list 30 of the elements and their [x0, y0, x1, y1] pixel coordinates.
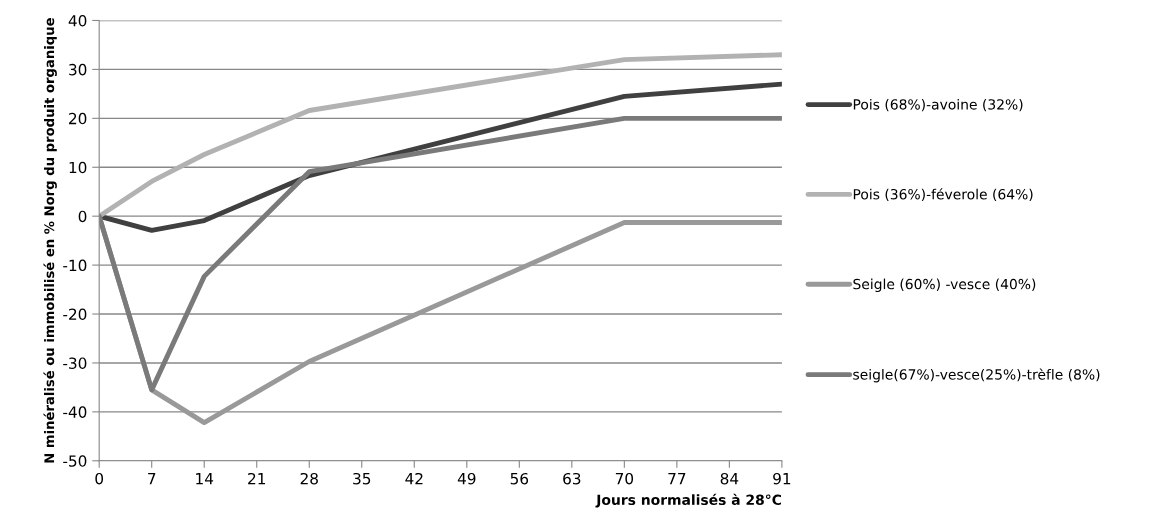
x-tick-label: 70	[615, 472, 634, 485]
y-tick-label: 0	[78, 210, 87, 223]
legend-label: Pois (68%)-avoine (32%)	[853, 98, 1023, 112]
x-tick-label: 49	[457, 472, 476, 485]
y-tick-label: -20	[63, 308, 87, 321]
x-tick-label: 14	[196, 473, 214, 485]
x-tick-label: 56	[510, 472, 529, 485]
y-tick-label: 20	[69, 112, 87, 125]
y-tick-label: -50	[63, 455, 87, 467]
x-tick-label: 42	[405, 472, 423, 485]
y-tick-label: -10	[63, 259, 87, 272]
legend-label: seigle(67%)-vesce(25%)-trèfle (8%)	[853, 368, 1100, 383]
legend-label: Pois (36%)-féverole (64%)	[853, 188, 1033, 202]
y-tick-label: 30	[69, 63, 87, 76]
y-tick-label: -30	[63, 357, 87, 369]
legend-label: Seigle (60%) -vesce (40%)	[853, 278, 1036, 292]
x-tick-label: 84	[720, 472, 739, 485]
x-tick-label: 91	[773, 472, 791, 485]
x-tick-label: 28	[300, 472, 318, 485]
x-tick-label: 35	[353, 472, 371, 485]
y-tick-label: 40	[68, 14, 87, 27]
y-tick-label: 10	[69, 161, 87, 174]
x-tick-label: 0	[95, 472, 104, 485]
x-tick-label: 77	[668, 473, 686, 485]
y-tick-label: -40	[63, 406, 87, 418]
x-tick-label: 21	[248, 472, 266, 485]
x-tick-label: 7	[148, 473, 156, 485]
y-axis-title: N minéralisé ou immobilisé en % Norg du produit organique	[43, 18, 57, 463]
x-axis-title: Jours normalisés à 28°C	[595, 493, 781, 508]
x-tick-label: 63	[563, 472, 581, 485]
